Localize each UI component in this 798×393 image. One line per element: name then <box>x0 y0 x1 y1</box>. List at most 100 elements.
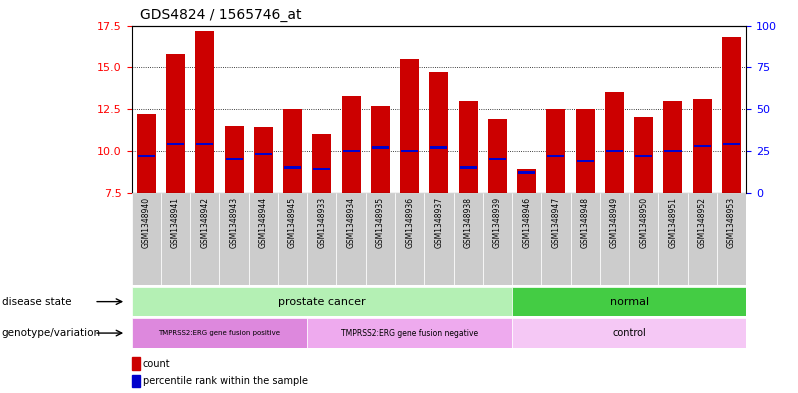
Bar <box>512 318 746 348</box>
Bar <box>166 54 185 193</box>
Bar <box>136 114 156 193</box>
Bar <box>663 101 682 193</box>
Bar <box>425 193 453 285</box>
Text: GSM1348936: GSM1348936 <box>405 197 414 248</box>
Text: GSM1348944: GSM1348944 <box>259 197 268 248</box>
Bar <box>635 155 652 157</box>
Text: GSM1348952: GSM1348952 <box>697 197 707 248</box>
Bar <box>196 143 213 145</box>
Bar <box>723 143 740 145</box>
Bar <box>132 318 307 348</box>
Bar <box>488 119 507 193</box>
Bar <box>688 193 717 285</box>
Bar <box>307 318 512 348</box>
Text: GSM1348951: GSM1348951 <box>669 197 678 248</box>
Bar <box>658 193 688 285</box>
Bar <box>278 193 307 285</box>
Bar <box>460 166 476 169</box>
Text: GSM1348933: GSM1348933 <box>318 197 326 248</box>
Bar <box>518 171 535 174</box>
Bar <box>717 193 746 285</box>
Bar <box>161 193 190 285</box>
Bar <box>453 193 483 285</box>
Bar <box>224 126 243 193</box>
Text: GSM1348948: GSM1348948 <box>581 197 590 248</box>
Bar <box>665 150 681 152</box>
Bar <box>132 193 161 285</box>
Bar <box>722 37 741 193</box>
Bar <box>342 150 360 152</box>
Text: GSM1348935: GSM1348935 <box>376 197 385 248</box>
Bar <box>512 193 541 285</box>
Bar <box>401 150 418 152</box>
Bar <box>517 169 536 193</box>
Bar <box>634 118 654 193</box>
Text: count: count <box>143 358 171 369</box>
Bar <box>372 146 389 149</box>
Bar <box>314 168 330 170</box>
Text: percentile rank within the sample: percentile rank within the sample <box>143 376 308 386</box>
Bar <box>219 193 249 285</box>
Text: GSM1348943: GSM1348943 <box>230 197 239 248</box>
Bar <box>167 143 184 145</box>
Bar <box>541 193 571 285</box>
Bar <box>283 109 302 193</box>
Text: GSM1348938: GSM1348938 <box>464 197 472 248</box>
Text: GSM1348953: GSM1348953 <box>727 197 736 248</box>
Text: control: control <box>612 328 646 338</box>
Bar <box>693 145 711 147</box>
Bar <box>571 193 600 285</box>
Bar <box>600 193 629 285</box>
Bar <box>196 31 215 193</box>
Text: GSM1348937: GSM1348937 <box>434 197 444 248</box>
Bar <box>459 101 478 193</box>
Bar <box>132 287 512 316</box>
Bar <box>284 166 301 169</box>
Bar <box>429 72 448 193</box>
Text: GSM1348949: GSM1348949 <box>610 197 619 248</box>
Bar <box>577 160 594 162</box>
Bar <box>400 59 419 193</box>
Bar <box>547 109 566 193</box>
Bar <box>489 158 506 160</box>
Bar <box>371 106 390 193</box>
Text: GSM1348950: GSM1348950 <box>639 197 648 248</box>
Bar <box>138 155 155 157</box>
Text: GSM1348942: GSM1348942 <box>200 197 209 248</box>
Text: normal: normal <box>610 297 649 307</box>
Text: GSM1348939: GSM1348939 <box>493 197 502 248</box>
Bar <box>337 193 365 285</box>
Text: prostate cancer: prostate cancer <box>278 297 365 307</box>
Text: GSM1348934: GSM1348934 <box>346 197 356 248</box>
Text: GSM1348941: GSM1348941 <box>171 197 180 248</box>
Text: TMPRSS2:ERG gene fusion positive: TMPRSS2:ERG gene fusion positive <box>159 330 280 336</box>
Bar <box>132 357 140 369</box>
Bar <box>483 193 512 285</box>
Bar <box>575 109 595 193</box>
Text: GSM1348945: GSM1348945 <box>288 197 297 248</box>
Bar <box>312 134 331 193</box>
Text: TMPRSS2:ERG gene fusion negative: TMPRSS2:ERG gene fusion negative <box>341 329 478 338</box>
Bar <box>512 287 746 316</box>
Bar <box>226 158 243 160</box>
Bar <box>629 193 658 285</box>
Bar <box>606 150 623 152</box>
Bar <box>255 153 272 155</box>
Text: GSM1348940: GSM1348940 <box>142 197 151 248</box>
Bar <box>693 99 712 193</box>
Bar <box>132 375 140 387</box>
Bar <box>395 193 425 285</box>
Bar <box>430 146 448 149</box>
Bar <box>254 127 273 193</box>
Bar <box>365 193 395 285</box>
Text: GSM1348947: GSM1348947 <box>551 197 560 248</box>
Bar <box>190 193 219 285</box>
Text: GSM1348946: GSM1348946 <box>522 197 531 248</box>
Text: GDS4824 / 1565746_at: GDS4824 / 1565746_at <box>140 7 301 22</box>
Text: disease state: disease state <box>2 297 71 307</box>
Bar <box>605 92 624 193</box>
Bar <box>547 155 564 157</box>
Bar <box>307 193 337 285</box>
Bar <box>249 193 278 285</box>
Bar <box>342 95 361 193</box>
